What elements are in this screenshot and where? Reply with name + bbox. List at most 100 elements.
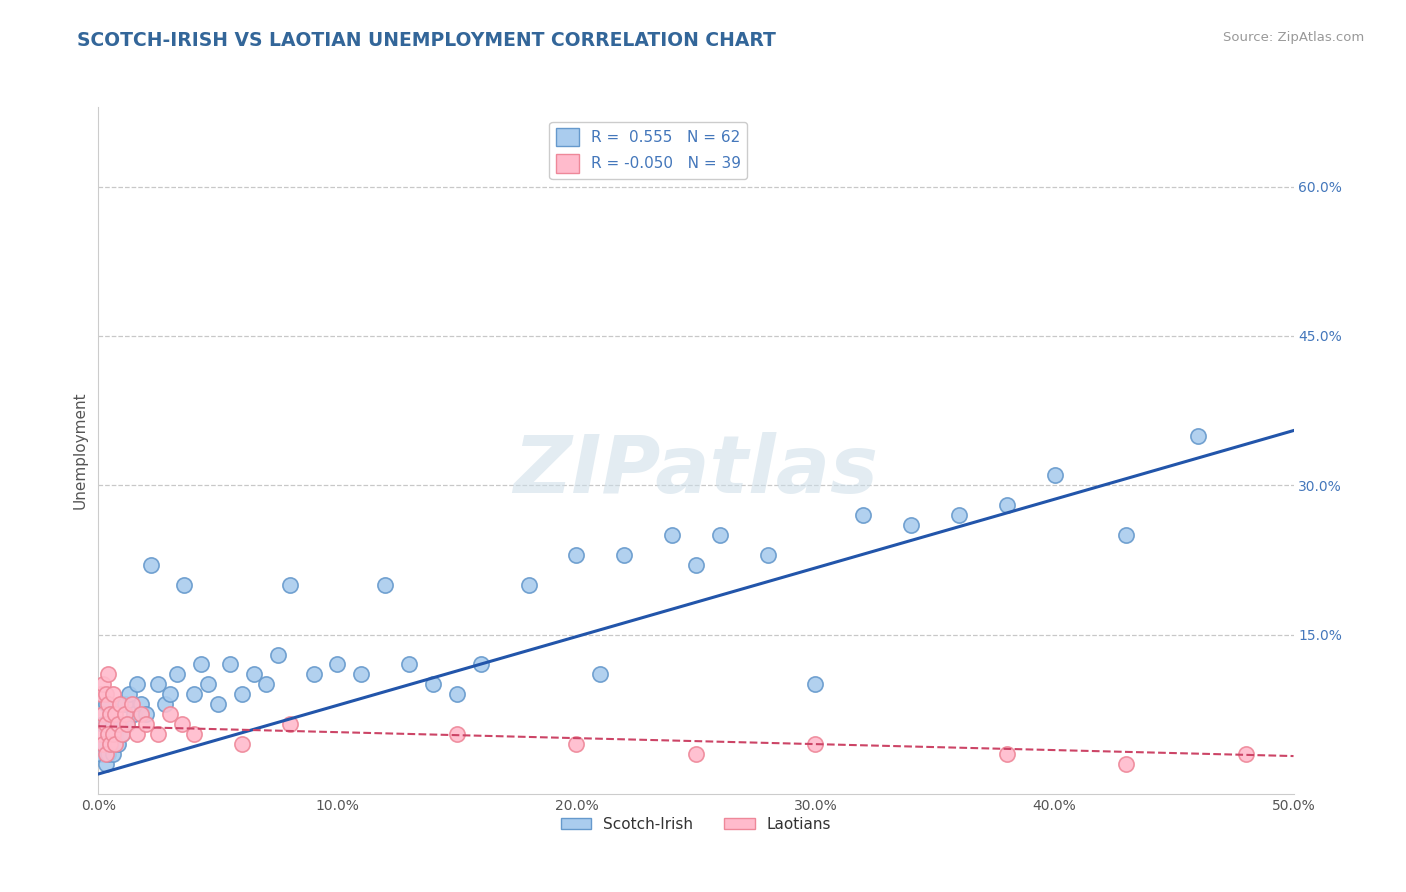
Point	[446, 687, 468, 701]
Point	[278, 717, 301, 731]
Point	[1115, 528, 1137, 542]
Point	[565, 737, 588, 751]
Point	[97, 727, 120, 741]
Point	[852, 508, 875, 523]
Point	[131, 698, 153, 712]
Point	[91, 677, 114, 691]
Text: ZIPatlas: ZIPatlas	[513, 432, 879, 510]
Point	[709, 528, 731, 542]
Point	[172, 717, 194, 731]
Point	[104, 727, 127, 741]
Point	[98, 707, 122, 722]
Point	[219, 657, 242, 672]
Point	[114, 698, 136, 712]
Point	[190, 657, 212, 672]
Point	[254, 677, 277, 691]
Point	[115, 717, 138, 731]
Point	[589, 667, 612, 681]
Point	[900, 518, 922, 533]
Point	[517, 578, 540, 592]
Point	[183, 687, 205, 701]
Point	[97, 667, 120, 681]
Point	[197, 677, 219, 691]
Point	[98, 707, 122, 722]
Point	[94, 687, 117, 701]
Point	[107, 737, 129, 751]
Point	[470, 657, 492, 672]
Point	[107, 717, 129, 731]
Point	[104, 707, 127, 722]
Point	[148, 677, 170, 691]
Point	[91, 737, 114, 751]
Point	[135, 717, 157, 731]
Point	[350, 667, 373, 681]
Point	[326, 657, 349, 672]
Point	[139, 558, 162, 572]
Point	[114, 707, 136, 722]
Point	[94, 698, 117, 712]
Point	[613, 548, 636, 562]
Point	[118, 687, 141, 701]
Point	[101, 727, 124, 741]
Point	[108, 698, 131, 712]
Point	[207, 698, 229, 712]
Point	[97, 698, 120, 712]
Point	[97, 747, 120, 761]
Point	[98, 737, 122, 751]
Point	[995, 747, 1018, 761]
Point	[278, 578, 301, 592]
Text: Source: ZipAtlas.com: Source: ZipAtlas.com	[1223, 31, 1364, 45]
Point	[115, 717, 138, 731]
Point	[422, 677, 444, 691]
Point	[125, 677, 148, 691]
Point	[756, 548, 779, 562]
Point	[1115, 757, 1137, 772]
Point	[685, 558, 707, 572]
Point	[565, 548, 588, 562]
Point	[804, 677, 827, 691]
Point	[91, 717, 114, 731]
Point	[804, 737, 827, 751]
Point	[91, 737, 114, 751]
Point	[124, 707, 146, 722]
Point	[98, 737, 122, 751]
Point	[148, 727, 170, 741]
Point	[1234, 747, 1257, 761]
Point	[398, 657, 420, 672]
Point	[125, 727, 148, 741]
Point	[159, 707, 181, 722]
Y-axis label: Unemployment: Unemployment	[72, 392, 87, 509]
Point	[948, 508, 970, 523]
Point	[243, 667, 266, 681]
Point	[173, 578, 195, 592]
Point	[374, 578, 396, 592]
Point	[1043, 468, 1066, 483]
Point	[94, 757, 117, 772]
Legend: Scotch-Irish, Laotians: Scotch-Irish, Laotians	[554, 811, 838, 838]
Point	[90, 727, 112, 741]
Point	[94, 747, 117, 761]
Point	[661, 528, 683, 542]
Point	[101, 687, 124, 701]
Point	[104, 737, 127, 751]
Point	[446, 727, 468, 741]
Point	[1187, 428, 1209, 442]
Point	[135, 707, 157, 722]
Point	[995, 498, 1018, 512]
Point	[166, 667, 188, 681]
Point	[91, 707, 114, 722]
Point	[121, 698, 143, 712]
Point	[101, 747, 124, 761]
Point	[183, 727, 205, 741]
Point	[131, 707, 153, 722]
Point	[302, 667, 325, 681]
Point	[231, 687, 253, 701]
Point	[111, 727, 134, 741]
Point	[97, 727, 120, 741]
Point	[267, 648, 290, 662]
Point	[101, 717, 124, 731]
Point	[108, 717, 131, 731]
Point	[685, 747, 707, 761]
Point	[159, 687, 181, 701]
Text: SCOTCH-IRISH VS LAOTIAN UNEMPLOYMENT CORRELATION CHART: SCOTCH-IRISH VS LAOTIAN UNEMPLOYMENT COR…	[77, 31, 776, 50]
